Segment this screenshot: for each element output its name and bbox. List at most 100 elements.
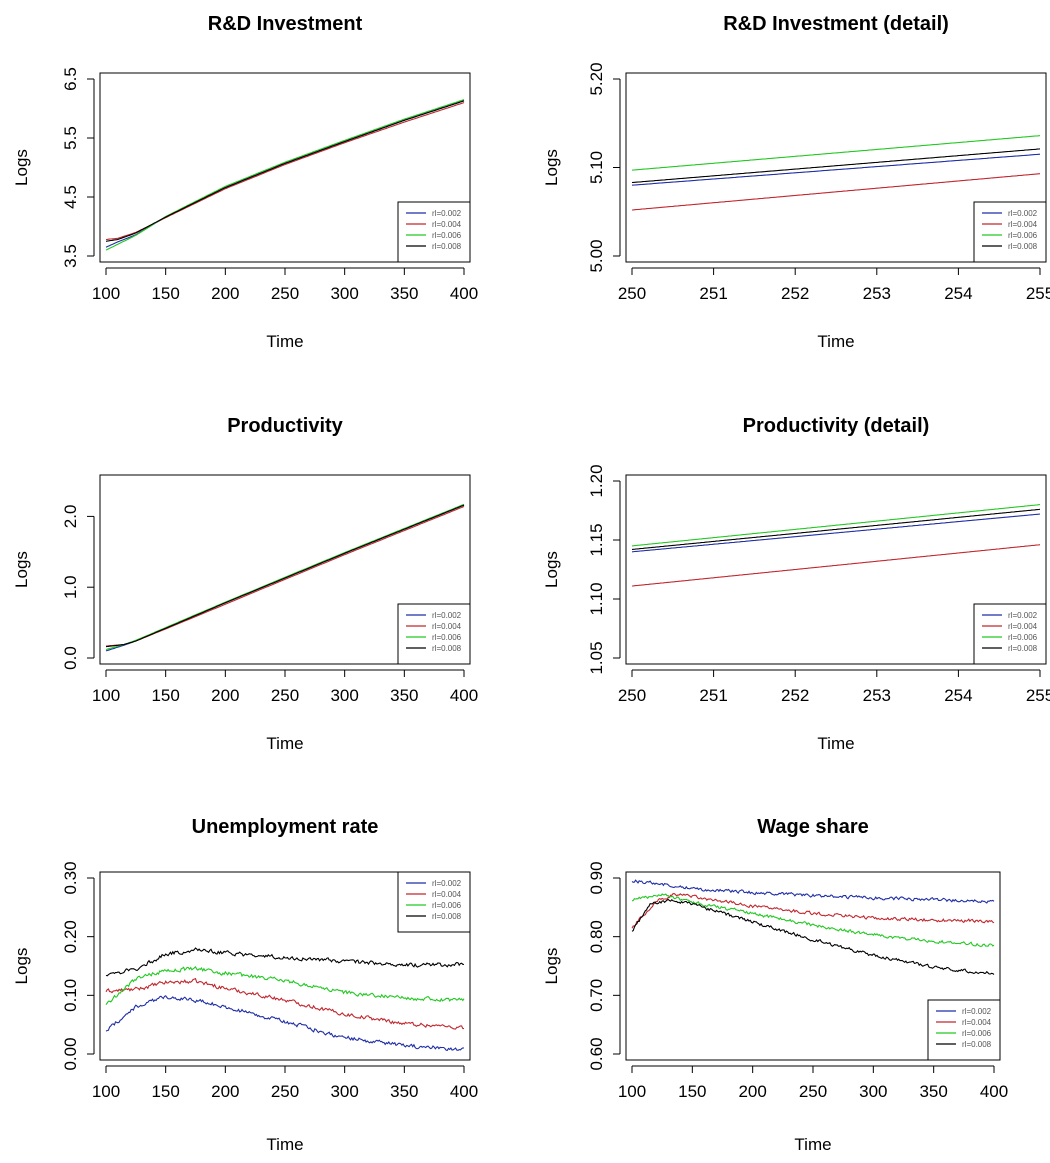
legend-label: rl=0.006 xyxy=(432,901,462,910)
y-tick-label: 5.10 xyxy=(587,151,606,184)
legend-label: rl=0.006 xyxy=(432,231,462,240)
series-line-rl-0-006 xyxy=(105,503,465,651)
legend-label: rl=0.008 xyxy=(962,1040,992,1049)
legend-label: rl=0.002 xyxy=(1008,209,1038,218)
series-line-rl-0-008 xyxy=(105,100,465,242)
y-tick-label: 0.30 xyxy=(61,861,80,894)
x-tick-label: 150 xyxy=(151,686,179,705)
series-line-rl-0-004 xyxy=(631,173,1041,211)
series-line-rl-0-002 xyxy=(631,513,1041,553)
legend-box xyxy=(397,201,471,263)
legend-label: rl=0.006 xyxy=(1008,633,1038,642)
y-tick-label: 1.15 xyxy=(587,523,606,556)
chart-title: Productivity (detail) xyxy=(743,415,930,437)
legend-label: rl=0.002 xyxy=(432,209,462,218)
y-axis-label: Logs xyxy=(542,149,561,186)
x-tick-label: 350 xyxy=(919,1082,947,1101)
series-line-rl-0-002 xyxy=(631,879,995,904)
x-tick-label: 250 xyxy=(618,686,646,705)
x-tick-label: 300 xyxy=(859,1082,887,1101)
x-axis-label: Time xyxy=(266,332,303,351)
legend-label: rl=0.004 xyxy=(1008,220,1038,229)
x-tick-label: 250 xyxy=(271,1082,299,1101)
x-tick-label: 300 xyxy=(330,686,358,705)
x-tick-label: 251 xyxy=(699,284,727,303)
legend-label: rl=0.002 xyxy=(432,879,462,888)
plot-frame xyxy=(625,474,1047,665)
x-tick-label: 300 xyxy=(330,284,358,303)
chart-wage-share: Wage share 100 150 200 250 300 350 400 0.60 0.70 0… xyxy=(542,816,1008,1154)
y-tick-label: 0.70 xyxy=(587,979,606,1012)
y-tick-label: 1.10 xyxy=(587,582,606,615)
legend-label: rl=0.004 xyxy=(432,220,462,229)
x-tick-label: 100 xyxy=(618,1082,646,1101)
plot-frame xyxy=(625,72,1047,263)
legend-label: rl=0.008 xyxy=(432,242,462,251)
legend-box xyxy=(397,603,471,665)
y-tick-label: 0.60 xyxy=(587,1037,606,1070)
chart-title: R&D Investment (detail) xyxy=(723,13,949,35)
series-line-rl-0-006 xyxy=(631,135,1041,171)
y-axis-label: Logs xyxy=(12,948,31,985)
x-tick-label: 254 xyxy=(944,284,972,303)
x-tick-label: 100 xyxy=(92,1082,120,1101)
series-line-rl-0-008 xyxy=(631,508,1041,550)
x-axis-label: Time xyxy=(817,734,854,753)
legend: rl=0.002 rl=0.004 rl=0.006 rl=0.008 xyxy=(973,201,1047,263)
series-line-rl-0-008 xyxy=(631,898,995,975)
series-line-rl-0-008 xyxy=(631,148,1041,184)
series-line-rl-0-004 xyxy=(631,544,1041,587)
y-tick-label: 1.20 xyxy=(587,464,606,497)
y-tick-label: 1.05 xyxy=(587,641,606,674)
x-tick-label: 400 xyxy=(980,1082,1008,1101)
series-line-rl-0-008 xyxy=(105,947,465,977)
x-tick-label: 400 xyxy=(450,284,478,303)
y-tick-label: 4.5 xyxy=(61,185,80,209)
series-line-rl-0-006 xyxy=(105,966,465,1006)
x-tick-label: 253 xyxy=(863,686,891,705)
y-axis-label: Logs xyxy=(12,149,31,186)
x-tick-label: 350 xyxy=(390,686,418,705)
x-tick-label: 200 xyxy=(211,284,239,303)
legend: rl=0.002 rl=0.004 rl=0.006 rl=0.008 xyxy=(397,201,471,263)
legend-label: rl=0.002 xyxy=(1008,611,1038,620)
legend-label: rl=0.002 xyxy=(962,1007,992,1016)
plot-frame xyxy=(99,72,471,263)
x-tick-label: 250 xyxy=(618,284,646,303)
y-tick-label: 0.0 xyxy=(61,646,80,670)
y-tick-label: 1.0 xyxy=(61,575,80,599)
y-tick-label: 5.20 xyxy=(587,62,606,95)
x-tick-label: 250 xyxy=(271,686,299,705)
x-tick-label: 250 xyxy=(271,284,299,303)
chart-rd-investment-detail: R&D Investment (detail) 250 251 252 253 254 25… xyxy=(542,13,1050,351)
x-tick-label: 150 xyxy=(151,284,179,303)
x-tick-label: 100 xyxy=(92,686,120,705)
series-line-rl-0-004 xyxy=(105,505,465,647)
chart-title: Wage share xyxy=(757,816,869,838)
x-tick-label: 400 xyxy=(450,1082,478,1101)
x-axis-label: Time xyxy=(266,1135,303,1154)
legend-label: rl=0.006 xyxy=(1008,231,1038,240)
legend-label: rl=0.008 xyxy=(1008,644,1038,653)
chart-productivity-detail: Productivity (detail) 250 251 252 253 254 255 1… xyxy=(542,415,1050,753)
legend-label: rl=0.006 xyxy=(962,1029,992,1038)
legend-label: rl=0.008 xyxy=(1008,242,1038,251)
x-tick-label: 200 xyxy=(211,1082,239,1101)
chart-title: Unemployment rate xyxy=(192,816,379,838)
y-tick-label: 0.00 xyxy=(61,1037,80,1070)
series-line-rl-0-002 xyxy=(105,995,465,1052)
y-tick-label: 5.00 xyxy=(587,239,606,272)
y-tick-label: 0.80 xyxy=(587,920,606,953)
y-axis-label: Logs xyxy=(542,551,561,588)
legend: rl=0.002 rl=0.004 rl=0.006 rl=0.008 xyxy=(973,603,1047,665)
x-tick-label: 350 xyxy=(390,284,418,303)
x-tick-label: 253 xyxy=(863,284,891,303)
x-tick-label: 400 xyxy=(450,686,478,705)
chart-rd-investment: R&D Investment 100 150 200 250 300 350 400 3.5 4.… xyxy=(12,13,478,351)
chart-title: R&D Investment xyxy=(208,13,363,35)
legend: rl=0.002 rl=0.004 rl=0.006 rl=0.008 xyxy=(397,603,471,665)
y-tick-label: 0.90 xyxy=(587,861,606,894)
x-axis-label: Time xyxy=(266,734,303,753)
